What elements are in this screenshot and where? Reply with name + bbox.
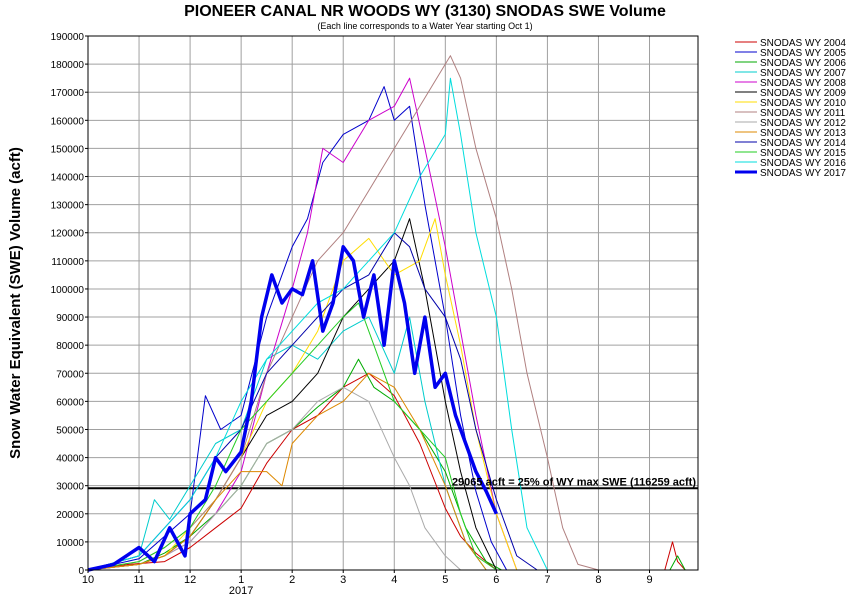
y-tick-label: 60000	[56, 397, 84, 408]
x-tick-label: 7	[544, 574, 550, 586]
legend-label: SNODAS WY 2005	[760, 48, 846, 59]
x-tick-label: 12	[184, 574, 196, 586]
legend-label: SNODAS WY 2015	[760, 148, 846, 159]
y-tick-label: 170000	[51, 88, 85, 99]
x-tick-label: 5	[442, 574, 448, 586]
legend-label: SNODAS WY 2009	[760, 88, 846, 99]
y-tick-label: 190000	[51, 32, 85, 43]
series-line-snodas-wy-2006	[87, 358, 686, 571]
series-line-snodas-wy-2005	[87, 86, 508, 571]
x-tick-label: 1	[238, 574, 244, 586]
y-tick-label: 130000	[51, 201, 85, 212]
y-tick-label: 140000	[51, 173, 85, 184]
legend-label: SNODAS WY 2006	[760, 58, 846, 69]
legend-label: SNODAS WY 2004	[760, 38, 846, 49]
x-tick-label: 8	[595, 574, 601, 586]
legend-label: SNODAS WY 2016	[760, 158, 846, 169]
series-line-snodas-wy-2015	[87, 302, 497, 571]
legend-label: SNODAS WY 2007	[760, 68, 846, 79]
y-axis-label: Snow Water Equivalent (SWE) Volume (acft…	[7, 147, 24, 459]
y-tick-label: 30000	[56, 482, 84, 493]
year-label: 2017	[229, 585, 253, 597]
y-tick-label: 110000	[51, 257, 84, 268]
series-line-snodas-wy-2008	[87, 77, 518, 571]
y-tick-label: 90000	[56, 313, 84, 324]
grid	[87, 35, 698, 571]
x-tick-label: 4	[391, 574, 397, 586]
legend-label: SNODAS WY 2011	[760, 108, 846, 119]
legend-label: SNODAS WY 2014	[760, 138, 846, 149]
reference-line-label: 29065 acft = 25% of WY max SWE (116259 a…	[452, 476, 696, 488]
series-group	[87, 55, 686, 572]
y-tick-label: 50000	[56, 425, 84, 436]
y-tick-label: 100000	[51, 285, 85, 296]
series-line-snodas-wy-2012	[87, 386, 461, 571]
x-tick-label: 6	[493, 574, 499, 586]
series-line-snodas-wy-2017	[87, 245, 498, 572]
y-tick-label: 120000	[51, 229, 85, 240]
legend-label: SNODAS WY 2017	[760, 168, 846, 179]
legend-label: SNODAS WY 2012	[760, 118, 846, 129]
y-tick-label: 80000	[56, 341, 84, 352]
y-tick-label: 10000	[56, 538, 84, 549]
y-tick-label: 0	[78, 566, 84, 577]
x-tick-labels: 10 11 12 1 2 3 4 5 6 7 8 9	[82, 570, 653, 586]
legend-label: SNODAS WY 2013	[760, 128, 846, 139]
series-line-snodas-wy-2013	[87, 372, 487, 571]
chart-subtitle: (Each line corresponds to a Water Year s…	[317, 21, 532, 31]
y-tick-label: 160000	[51, 116, 85, 127]
x-tick-label: 3	[340, 574, 346, 586]
y-tick-label: 180000	[51, 60, 85, 71]
y-tick-labels: 0 10000 20000 30000 40000 50000 60000 70000 8000…	[51, 32, 88, 577]
series-line-snodas-wy-2016	[87, 77, 548, 571]
series-line-snodas-wy-2010	[87, 218, 518, 571]
chart-title: PIONEER CANAL NR WOODS WY (3130) SNODAS …	[184, 3, 666, 20]
x-tick-label: 2	[289, 574, 295, 586]
x-tick-label: 11	[133, 574, 144, 586]
plot-area	[87, 35, 699, 571]
y-tick-label: 150000	[51, 144, 85, 155]
x-tick-label: 9	[646, 574, 652, 586]
x-tick-label: 10	[82, 574, 94, 586]
legend-label: SNODAS WY 2008	[760, 78, 846, 89]
y-tick-label: 70000	[56, 369, 84, 380]
legend-label: SNODAS WY 2010	[760, 98, 846, 109]
y-tick-label: 20000	[56, 510, 84, 521]
series-line-snodas-wy-2011	[87, 55, 599, 571]
y-tick-label: 40000	[56, 454, 84, 465]
